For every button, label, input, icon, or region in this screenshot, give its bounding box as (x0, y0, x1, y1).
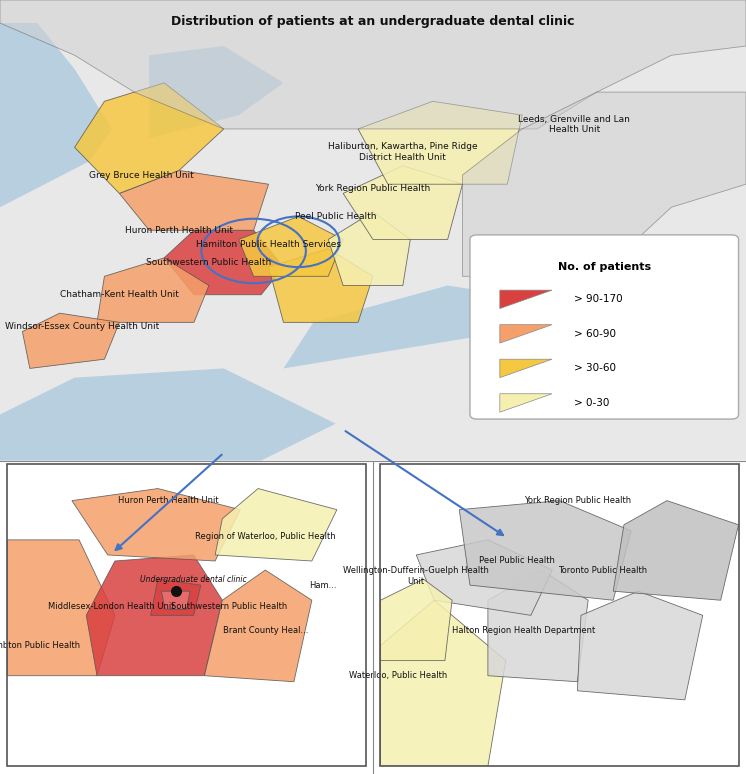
Polygon shape (500, 324, 552, 343)
Polygon shape (0, 0, 746, 129)
FancyBboxPatch shape (470, 235, 739, 419)
Polygon shape (460, 501, 631, 601)
Text: Hamilton Public Health Services: Hamilton Public Health Services (196, 240, 341, 248)
Text: Ham...: Ham... (309, 580, 336, 590)
Text: Brant County Heal...: Brant County Heal... (222, 626, 308, 635)
Text: Peel Public Health: Peel Public Health (479, 557, 554, 566)
Text: Huron Perth Health Unit: Huron Perth Health Unit (125, 226, 233, 235)
Text: > 0-30: > 0-30 (574, 398, 609, 408)
Polygon shape (151, 579, 201, 615)
Polygon shape (149, 46, 283, 138)
Polygon shape (0, 23, 112, 207)
Text: Southwestern Public Health: Southwestern Public Health (172, 601, 288, 611)
Polygon shape (358, 101, 522, 184)
Polygon shape (328, 212, 410, 286)
Polygon shape (204, 570, 312, 682)
Text: > 90-170: > 90-170 (574, 294, 623, 304)
Text: > 30-60: > 30-60 (574, 364, 616, 373)
Text: Middlesex-London Health Unit: Middlesex-London Health Unit (48, 601, 175, 611)
Text: Peel Public Health: Peel Public Health (295, 212, 377, 221)
Text: No. of patients: No. of patients (558, 262, 651, 272)
Polygon shape (343, 166, 463, 239)
Polygon shape (416, 540, 552, 615)
Polygon shape (613, 501, 739, 601)
Text: York Region Public Health: York Region Public Health (316, 184, 430, 194)
Polygon shape (75, 83, 224, 194)
Polygon shape (500, 359, 552, 378)
Polygon shape (0, 368, 336, 461)
Polygon shape (463, 92, 746, 276)
Polygon shape (269, 248, 373, 322)
Polygon shape (97, 258, 209, 322)
Text: Distribution of patients at an undergraduate dental clinic: Distribution of patients at an undergrad… (172, 15, 574, 29)
Text: Undergraduate dental clinic: Undergraduate dental clinic (140, 574, 247, 584)
Polygon shape (488, 570, 588, 682)
Text: York Region Public Health: York Region Public Health (524, 496, 631, 505)
Polygon shape (283, 286, 537, 368)
Text: Leeds, Grenville and Lan
Health Unit: Leeds, Grenville and Lan Health Unit (518, 115, 630, 134)
Polygon shape (87, 555, 222, 676)
Polygon shape (215, 488, 337, 561)
Text: Southwestern Public Health: Southwestern Public Health (146, 258, 272, 267)
Text: Huron Perth Health Unit: Huron Perth Health Unit (119, 496, 219, 505)
Polygon shape (239, 217, 343, 276)
Text: > 60-90: > 60-90 (574, 329, 616, 339)
Text: Windsor-Essex County Health Unit: Windsor-Essex County Health Unit (5, 323, 159, 331)
FancyBboxPatch shape (0, 0, 746, 461)
Text: Grey Bruce Health Unit: Grey Bruce Health Unit (90, 170, 194, 180)
Polygon shape (161, 591, 190, 609)
Polygon shape (500, 394, 552, 413)
Text: Toronto Public Health: Toronto Public Health (558, 566, 647, 574)
Polygon shape (72, 488, 240, 561)
Text: Halton Region Health Department: Halton Region Health Department (452, 626, 595, 635)
Polygon shape (119, 170, 269, 231)
Text: Lambton Public Health: Lambton Public Health (0, 641, 80, 650)
Text: Chatham-Kent Health Unit: Chatham-Kent Health Unit (60, 290, 179, 300)
Polygon shape (380, 601, 506, 766)
Text: Wellington-Dufferin-Guelph Health
Unit: Wellington-Dufferin-Guelph Health Unit (343, 567, 489, 586)
Text: Region of Waterloo, Public Health: Region of Waterloo, Public Health (195, 533, 336, 541)
Polygon shape (164, 231, 283, 295)
Polygon shape (577, 591, 703, 700)
Polygon shape (7, 540, 115, 676)
Polygon shape (22, 313, 119, 368)
Polygon shape (500, 290, 552, 309)
Polygon shape (380, 579, 452, 661)
Text: Waterloo, Public Health: Waterloo, Public Health (349, 671, 448, 680)
Text: Haliburton, Kawartha, Pine Ridge
District Health Unit: Haliburton, Kawartha, Pine Ridge Distric… (328, 142, 477, 162)
